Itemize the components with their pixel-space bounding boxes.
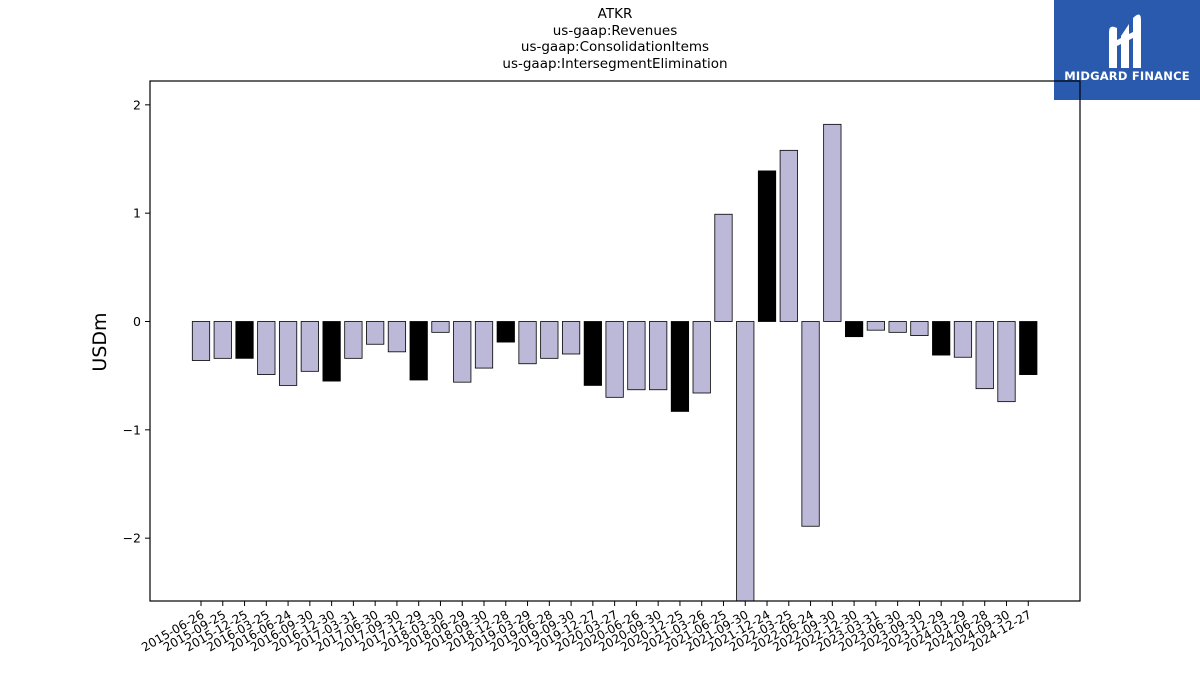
bar-2018-03-30 xyxy=(431,321,450,333)
chart-title: ATKR us-gaap:Revenues us-gaap:Consolidat… xyxy=(150,6,1080,72)
bar-2022-12-30 xyxy=(845,321,864,338)
bar-2020-03-27 xyxy=(605,321,624,398)
bar-2022-06-24 xyxy=(801,321,820,527)
bar-2018-12-28 xyxy=(496,321,515,343)
bar-2019-06-28 xyxy=(540,321,559,359)
bar-2024-09-30 xyxy=(997,321,1016,403)
y-tick-label: 0 xyxy=(133,314,141,329)
bar-2017-06-30 xyxy=(366,321,385,345)
title-line-ticker: ATKR xyxy=(597,6,633,22)
bar-2024-12-27 xyxy=(1019,321,1038,375)
bar-2021-12-24 xyxy=(757,170,777,322)
bar-2022-09-30 xyxy=(823,123,842,322)
bar-2023-03-31 xyxy=(866,321,885,331)
bar-2019-03-29 xyxy=(518,321,537,365)
bar-2023-09-30 xyxy=(910,321,929,336)
bar-2015-12-25 xyxy=(235,321,254,359)
y-tick-label: 1 xyxy=(133,206,141,221)
bar-2016-09-30 xyxy=(300,321,319,372)
y-tick-label: 2 xyxy=(133,97,141,112)
bar-2018-06-29 xyxy=(453,321,472,383)
title-line-member: us-gaap:IntersegmentElimination xyxy=(502,55,728,72)
bar-2024-06-28 xyxy=(975,321,994,390)
bar-2019-12-27 xyxy=(583,321,602,386)
bar-2016-06-24 xyxy=(278,321,298,386)
x-axis: 2015-06-262015-09-252015-12-252016-03-25… xyxy=(139,601,1034,654)
bar-2020-09-30 xyxy=(649,321,668,391)
bar-2017-03-31 xyxy=(344,321,363,359)
midgard-logo: MIDGARD FINANCE xyxy=(1054,0,1200,100)
bar-2023-12-29 xyxy=(932,321,951,356)
bar-2021-09-30 xyxy=(736,321,755,601)
y-axis-label: USDm xyxy=(89,312,111,371)
bar-2016-03-25 xyxy=(257,321,276,375)
bar-2021-06-25 xyxy=(714,213,733,322)
bar-2017-12-29 xyxy=(409,321,428,381)
logo-text: MIDGARD FINANCE xyxy=(1064,69,1190,83)
midgard-logo-icon xyxy=(1109,14,1141,68)
title-line-axis: us-gaap:ConsolidationItems xyxy=(520,39,710,55)
bars-layer xyxy=(191,123,1038,601)
bar-2017-09-30 xyxy=(387,321,407,353)
bar-2015-06-26 xyxy=(191,321,211,361)
y-tick-label: −2 xyxy=(123,531,141,546)
y-axis: −2 −1 0 1 2 xyxy=(123,97,150,546)
bar-2020-06-26 xyxy=(627,321,646,391)
bar-2020-12-25 xyxy=(670,321,690,412)
bar-2022-03-25 xyxy=(779,149,798,322)
bar-2024-03-29 xyxy=(953,321,973,358)
bar-2016-12-30 xyxy=(322,321,341,382)
bar-2015-09-25 xyxy=(213,321,232,359)
bar-2021-03-26 xyxy=(692,321,711,394)
bar-2023-06-30 xyxy=(888,321,907,333)
title-line-concept: us-gaap:Revenues xyxy=(552,22,678,39)
y-tick-label: −1 xyxy=(123,422,141,437)
bar-2019-09-30 xyxy=(561,321,581,355)
bar-2018-09-30 xyxy=(474,321,494,369)
